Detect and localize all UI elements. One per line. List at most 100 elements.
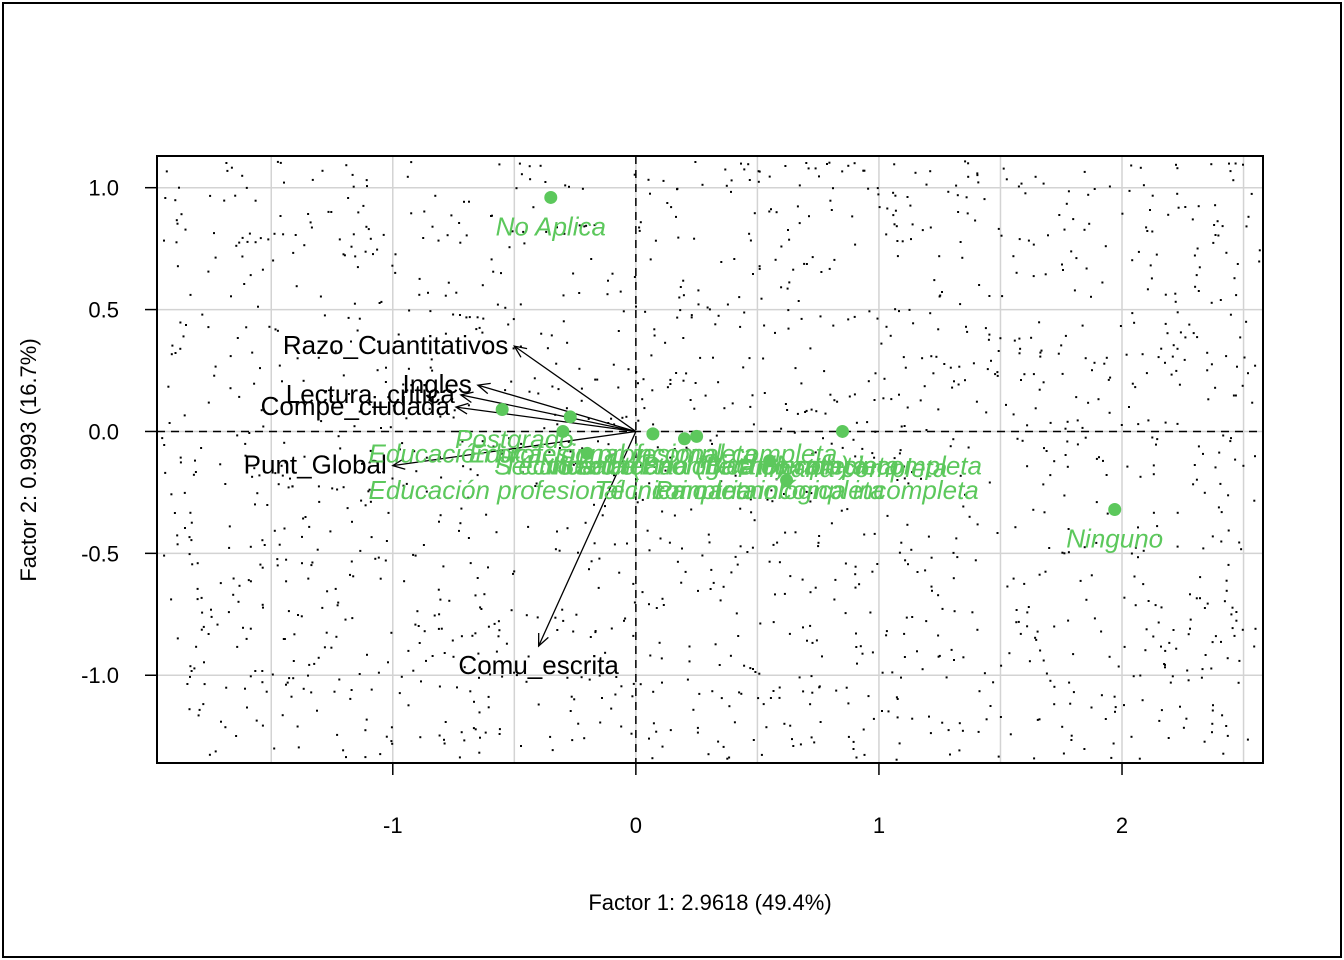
individual-point xyxy=(652,423,655,426)
individual-point xyxy=(1225,589,1228,592)
individual-point xyxy=(1045,672,1048,675)
individual-point xyxy=(377,340,379,343)
individual-point xyxy=(394,271,397,274)
individual-point xyxy=(722,585,725,588)
individual-point xyxy=(1024,192,1027,195)
individual-point xyxy=(170,493,173,496)
individual-point xyxy=(1012,255,1015,258)
individual-point xyxy=(163,239,165,242)
individual-point xyxy=(1032,373,1035,376)
individual-point xyxy=(190,670,193,672)
individual-point xyxy=(873,456,876,459)
individual-point xyxy=(310,226,313,229)
individual-point xyxy=(906,523,909,526)
individual-point xyxy=(911,616,914,618)
individual-point xyxy=(273,529,276,532)
individual-point xyxy=(1223,600,1226,603)
individual-point xyxy=(681,547,683,550)
individual-point xyxy=(714,323,717,326)
individual-point xyxy=(612,363,615,366)
individual-point xyxy=(201,313,204,316)
individual-point xyxy=(350,340,352,343)
individual-point xyxy=(896,716,899,719)
individual-point xyxy=(1171,675,1174,678)
individual-point xyxy=(467,496,470,499)
individual-point xyxy=(797,300,800,302)
individual-point xyxy=(203,661,205,664)
individual-point xyxy=(866,421,869,424)
individual-point xyxy=(1164,322,1167,325)
individual-point xyxy=(481,440,484,443)
individual-point xyxy=(1034,636,1037,639)
individual-point xyxy=(878,206,881,209)
individual-point xyxy=(507,442,510,445)
individual-point xyxy=(398,448,401,451)
individual-point xyxy=(768,560,771,563)
category-label: Ninguno xyxy=(1066,524,1163,554)
individual-point xyxy=(1030,336,1033,339)
individual-point xyxy=(317,485,320,488)
individual-point xyxy=(923,385,926,388)
individual-point xyxy=(617,386,620,389)
individual-point xyxy=(1160,606,1163,609)
individual-point xyxy=(575,613,578,616)
individual-point xyxy=(259,563,262,566)
individual-point xyxy=(708,308,711,311)
individual-point xyxy=(601,514,604,517)
individual-point xyxy=(467,537,470,539)
individual-point xyxy=(1214,204,1217,207)
individual-point xyxy=(1142,583,1145,586)
individual-point xyxy=(387,511,390,514)
individual-point xyxy=(460,507,463,510)
individual-point xyxy=(1084,357,1087,360)
individual-point xyxy=(289,477,291,480)
individual-point xyxy=(483,593,486,596)
individual-point xyxy=(1254,627,1257,630)
individual-point xyxy=(400,675,403,678)
individual-point xyxy=(853,393,856,396)
individual-point xyxy=(1139,674,1142,677)
individual-point xyxy=(220,720,222,723)
individual-point xyxy=(688,660,691,663)
individual-point xyxy=(1166,332,1169,335)
variable-arrow xyxy=(460,394,636,433)
variable-arrowhead xyxy=(454,402,469,415)
individual-point xyxy=(988,481,991,484)
individual-point xyxy=(1139,166,1142,169)
individual-point xyxy=(1034,175,1037,178)
individual-point xyxy=(196,598,199,601)
individual-point xyxy=(422,237,425,239)
individual-point xyxy=(1066,465,1069,468)
individual-point xyxy=(814,167,817,170)
variable-arrowhead xyxy=(459,391,474,404)
individual-point xyxy=(1131,382,1134,385)
individual-point xyxy=(1202,452,1204,455)
individual-point xyxy=(249,675,252,678)
individual-point xyxy=(607,443,610,446)
individual-point xyxy=(278,364,281,367)
individual-point xyxy=(1100,694,1103,697)
individual-point xyxy=(350,245,353,248)
individual-point xyxy=(867,380,870,383)
individual-point xyxy=(549,735,552,738)
individual-point xyxy=(638,229,641,232)
individual-point xyxy=(805,409,808,412)
individual-point xyxy=(941,721,944,724)
individual-point xyxy=(334,587,337,590)
individual-point xyxy=(1230,437,1232,440)
individual-point xyxy=(1109,376,1112,379)
individual-point xyxy=(175,241,178,244)
individual-point xyxy=(673,448,676,451)
individual-point xyxy=(1032,508,1035,511)
individual-point xyxy=(887,710,890,713)
individual-point xyxy=(1083,170,1086,173)
individual-point xyxy=(758,267,761,270)
individual-point xyxy=(810,675,813,678)
individual-point xyxy=(1020,182,1023,185)
individual-point xyxy=(847,164,850,167)
individual-point xyxy=(735,612,738,615)
individual-point xyxy=(632,682,635,685)
individual-point xyxy=(369,237,372,240)
individual-point xyxy=(1009,733,1012,736)
individual-point xyxy=(1172,629,1175,631)
